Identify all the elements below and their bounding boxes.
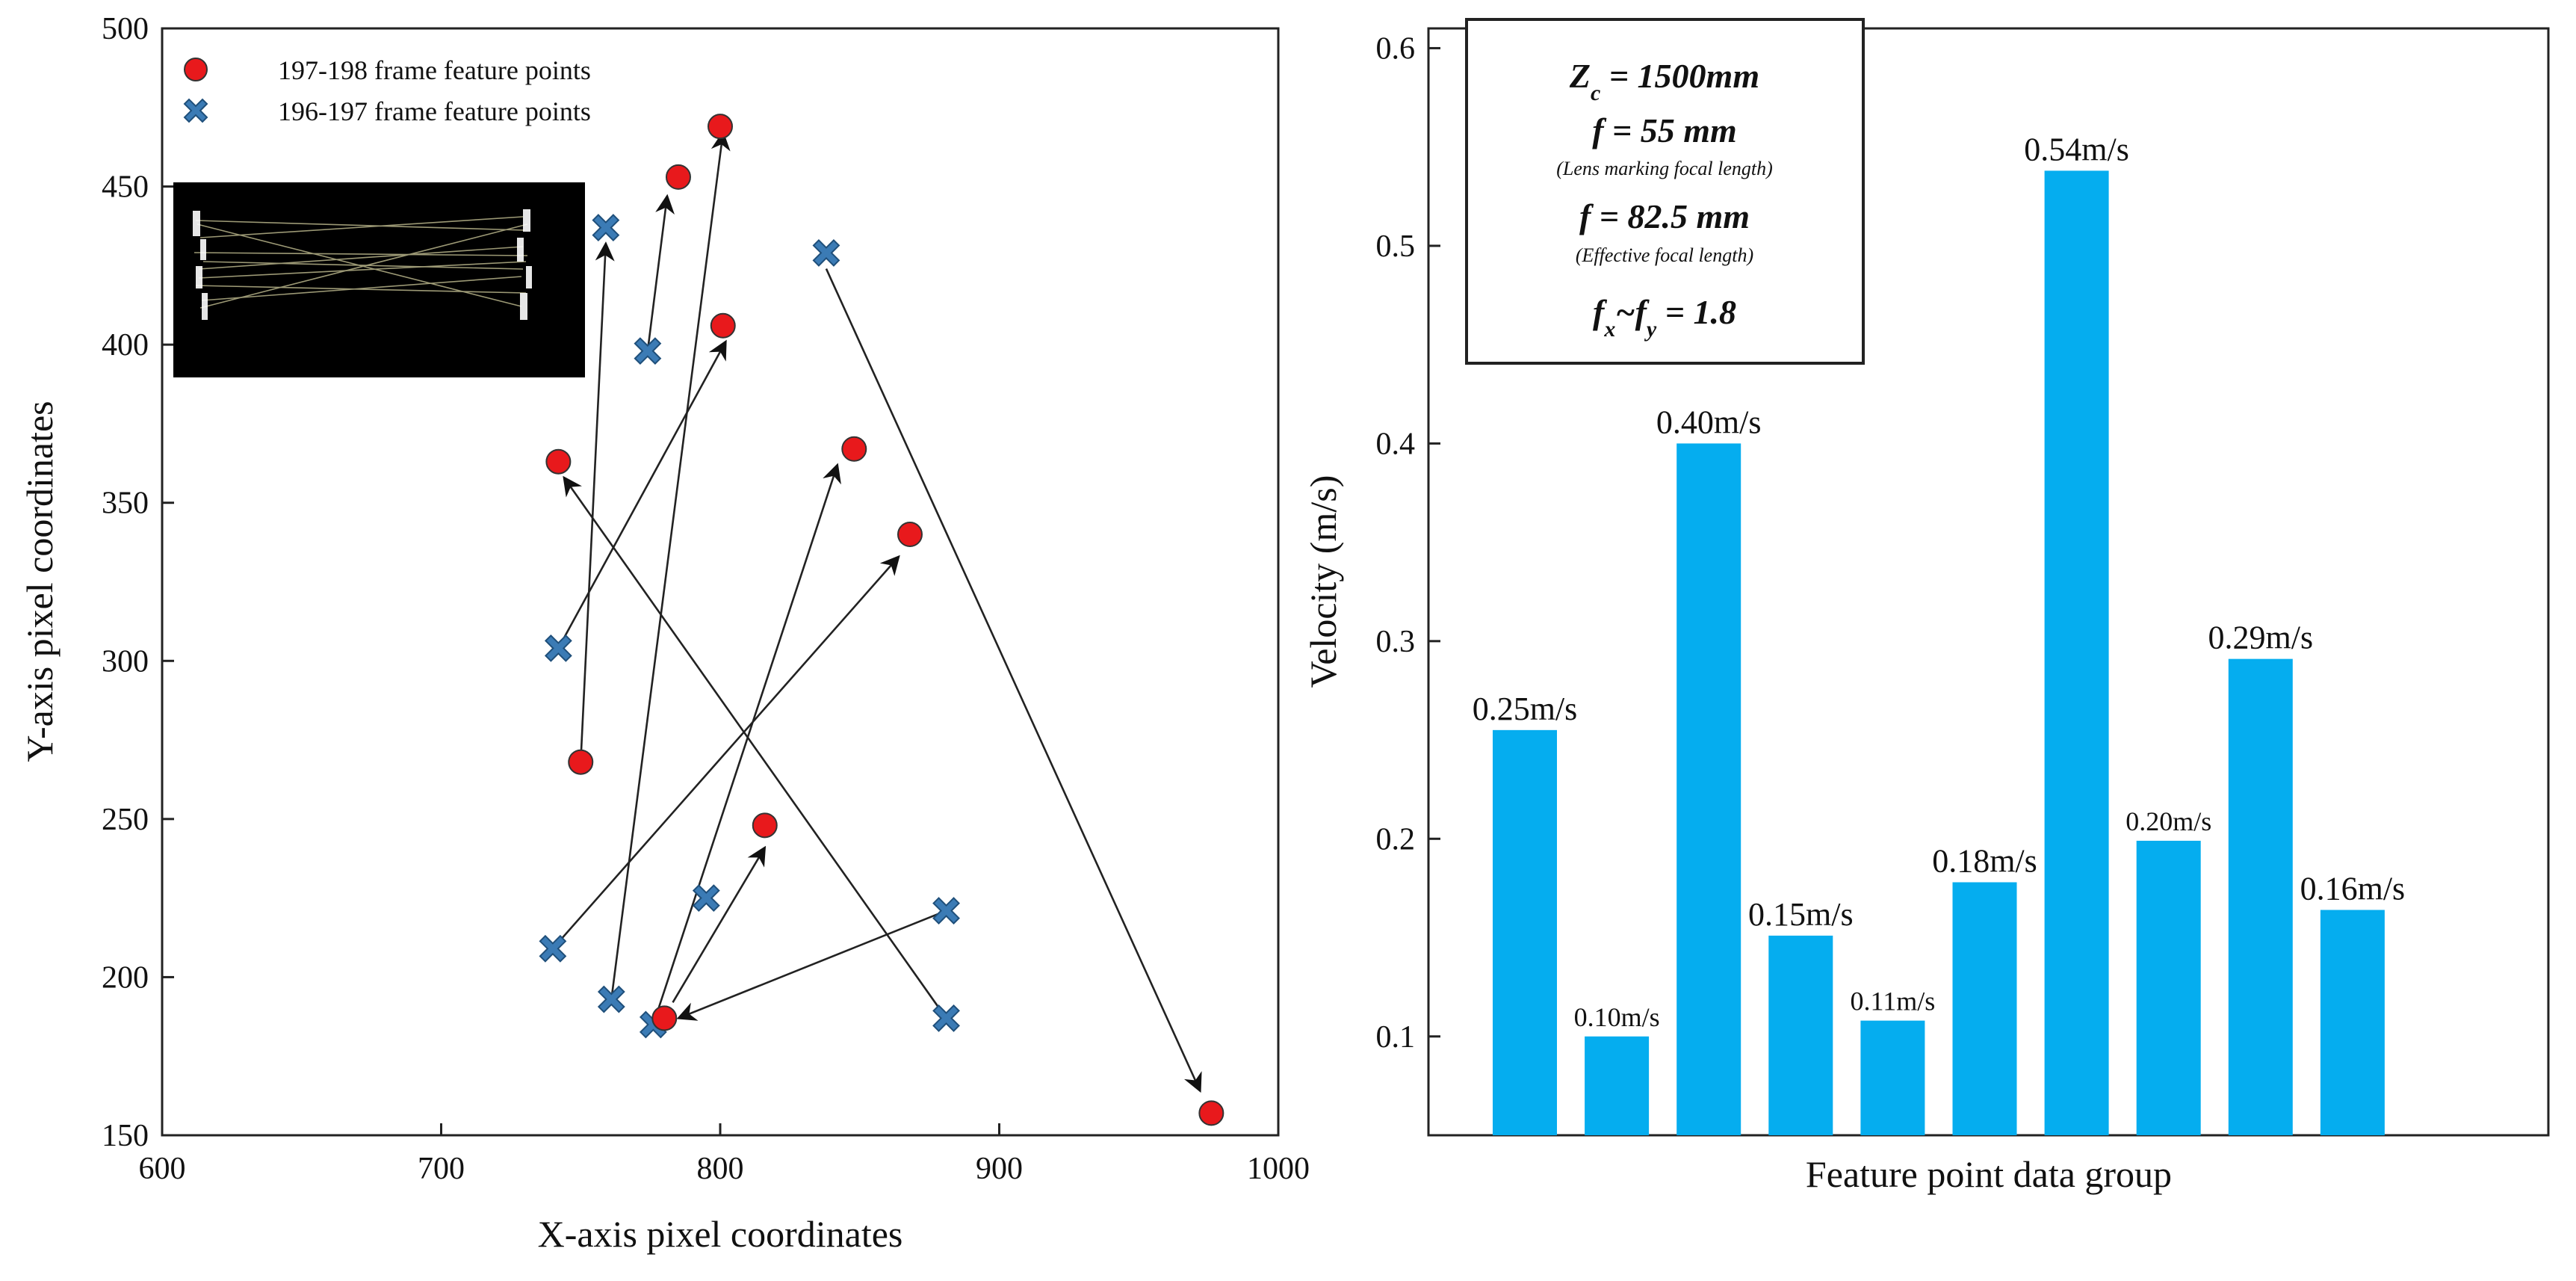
motion-arrow	[652, 463, 841, 1025]
cross-point	[634, 337, 662, 365]
param-effective-note: (Effective focal length)	[1576, 244, 1753, 266]
circle-point	[545, 448, 572, 475]
bar-value-label: 0.40m/s	[1656, 404, 1762, 440]
left-y-tick-label: 450	[102, 170, 149, 205]
bar-value-label: 0.25m/s	[1473, 691, 1578, 727]
cross-point	[592, 214, 620, 241]
velocity-bar	[1585, 1036, 1650, 1135]
param-lens-note: (Lens marking focal length)	[1556, 158, 1773, 179]
right-y-tick-label: 0.4	[1376, 427, 1416, 461]
legend-circle-marker	[184, 58, 208, 81]
left-y-tick-label: 300	[102, 644, 149, 679]
left-x-tick-label: 700	[418, 1152, 465, 1186]
inset-feature-image	[173, 182, 585, 377]
param-f-effective: f = 82.5 mm	[1579, 197, 1750, 235]
motion-arrow	[646, 194, 675, 351]
left-x-tick-label: 600	[139, 1152, 186, 1186]
left-x-tick-label: 800	[697, 1152, 744, 1186]
circle-point	[841, 436, 867, 462]
velocity-bar	[1860, 1020, 1925, 1135]
right-y-tick-label: 0.5	[1376, 229, 1416, 264]
right-x-axis-label: Feature point data group	[1806, 1153, 2172, 1195]
bars: 0.25m/s 0.10m/s 0.40m/s 0.15m/s 0.11m/s 0.18m…	[1473, 131, 2405, 1135]
bar-value-label: 0.29m/s	[2208, 620, 2314, 656]
left-y-tick-label: 150	[102, 1119, 149, 1153]
circle-point	[708, 114, 733, 140]
parameter-box: Zc = 1500mm f = 55 mm (Lens marking foca…	[1465, 18, 1865, 365]
right-y-tick-label: 0.1	[1376, 1020, 1416, 1055]
motion-arrow	[825, 268, 1202, 1093]
right-y-tick-label: 0.2	[1376, 822, 1416, 856]
bar-value-label: 0.15m/s	[1748, 896, 1854, 933]
circle-point	[1198, 1100, 1224, 1126]
left-legend: 197-198 frame feature points 196-197 fra…	[183, 55, 591, 126]
motion-arrow	[672, 845, 767, 1003]
velocity-bar	[1676, 443, 1741, 1135]
velocity-bar	[2044, 170, 2109, 1135]
left-y-axis-label: Y-axis pixel coordinates	[19, 401, 61, 762]
bar-chart: 0.1 0.2 0.3 0.4 0.5 0.6 0.25m/s 0.10m/s 0.40m/s…	[1302, 18, 2550, 1195]
param-fx-fy: fx~fy = 1.8	[1593, 293, 1736, 342]
param-f-lens: f = 55 mm	[1592, 111, 1737, 149]
right-y-tick-label: 0.6	[1376, 31, 1416, 66]
velocity-bar	[2228, 658, 2293, 1135]
scatter-chart: 150 200 250 300 350 400 450 500 600 700 800 900 100…	[19, 12, 1310, 1255]
param-zc: Zc = 1500mm	[1569, 57, 1759, 105]
motion-arrow	[557, 339, 727, 649]
left-y-tick-label: 500	[102, 12, 149, 46]
circle-point	[665, 164, 691, 190]
right-y-axis-label: Velocity (m/s)	[1302, 475, 1344, 688]
left-x-axis-label: X-axis pixel coordinates	[538, 1213, 903, 1255]
velocity-bar	[1493, 729, 1557, 1135]
bar-value-label: 0.16m/s	[2300, 871, 2406, 907]
right-y-tick-label: 0.3	[1376, 625, 1416, 659]
legend-cross-marker	[183, 98, 208, 123]
motion-arrow	[563, 475, 947, 1019]
feature-points	[539, 114, 1224, 1126]
cross-point	[597, 985, 625, 1013]
right-y-ticks: 0.1 0.2 0.3 0.4 0.5 0.6	[1376, 31, 1440, 1055]
left-y-tick-label: 350	[102, 487, 149, 521]
circle-point	[651, 1005, 678, 1031]
bar-value-label: 0.54m/s	[2024, 131, 2129, 167]
cross-point	[932, 1004, 960, 1032]
left-y-tick-label: 200	[102, 960, 149, 995]
legend-label-197-198: 197-198 frame feature points	[278, 55, 591, 85]
motion-arrows	[551, 131, 1202, 1093]
bar-value-label: 0.18m/s	[1932, 842, 2037, 879]
velocity-bar	[2136, 840, 2201, 1135]
motion-arrow	[676, 910, 947, 1021]
bar-value-label: 0.20m/s	[2125, 806, 2211, 836]
motion-arrow	[579, 241, 615, 762]
cross-point	[539, 934, 567, 963]
motion-arrow	[610, 131, 731, 1000]
cross-point	[812, 239, 840, 267]
circle-point	[897, 522, 923, 548]
circle-point	[752, 812, 778, 839]
bar-value-label: 0.10m/s	[1574, 1002, 1660, 1032]
circle-point	[710, 312, 736, 339]
cross-point	[932, 897, 960, 925]
left-y-tick-label: 400	[102, 328, 149, 362]
left-y-tick-label: 250	[102, 803, 149, 837]
left-x-ticks: 600 700 800 900 1000	[139, 1123, 1310, 1186]
motion-arrow	[551, 555, 900, 950]
left-x-tick-label: 1000	[1247, 1152, 1310, 1186]
velocity-bar	[1952, 882, 2017, 1135]
left-x-tick-label: 900	[976, 1152, 1023, 1186]
left-y-ticks: 150 200 250 300 350 400 450 500	[102, 12, 174, 1153]
bar-value-label: 0.11m/s	[1851, 987, 1936, 1016]
legend-label-196-197: 196-197 frame feature points	[278, 96, 591, 126]
cross-point	[692, 884, 720, 913]
velocity-bar	[2320, 910, 2385, 1135]
circle-point	[568, 749, 594, 775]
velocity-bar	[1768, 935, 1833, 1135]
cross-point	[544, 634, 572, 662]
